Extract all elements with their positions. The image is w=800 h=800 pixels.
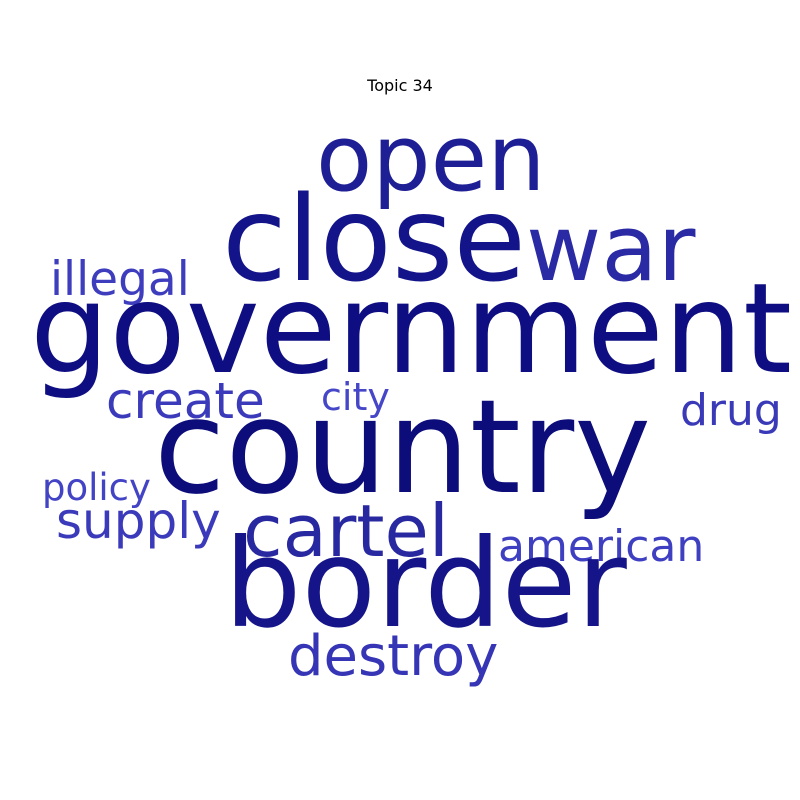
word-government: government (30, 257, 792, 402)
word-city: city (321, 375, 390, 419)
word-country: country (154, 371, 651, 523)
word-war: war (526, 195, 696, 302)
word-cartel: cartel (243, 489, 449, 573)
word-border: border (224, 513, 628, 655)
word-american: american (498, 521, 704, 572)
word-illegal: illegal (50, 252, 190, 307)
figure-title: Topic 34 (367, 76, 433, 95)
word-destroy: destroy (288, 624, 498, 689)
word-drug: drug (680, 385, 782, 436)
word-close: close (222, 170, 526, 308)
word-open: open (316, 105, 546, 212)
word-policy: policy (42, 466, 151, 509)
word-supply: supply (56, 492, 221, 550)
word-create: create (106, 372, 265, 430)
